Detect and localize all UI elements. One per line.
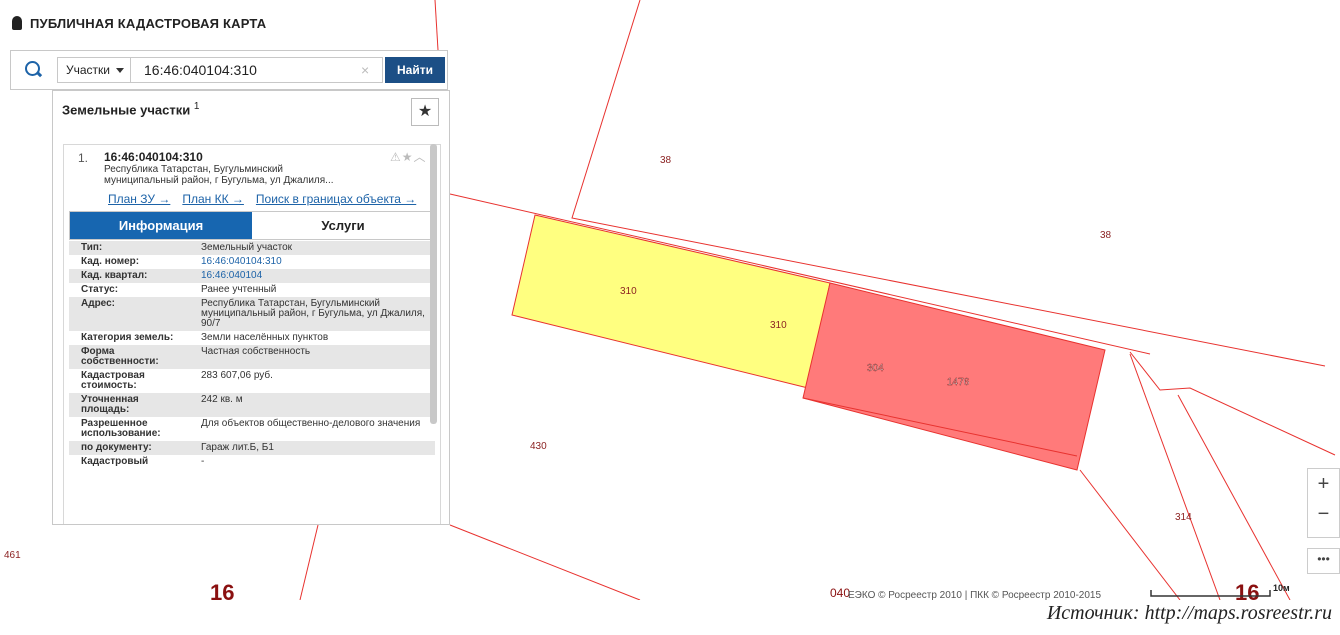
info-key: Категория земель: [81,332,174,343]
zoom-out[interactable]: − [1317,503,1330,525]
info-row: Кадастровая стоимость: 283 607,06 руб. [69,369,435,393]
search-icon[interactable] [25,61,40,76]
parcel-boundary [1079,469,1181,600]
parcel-boundary [434,0,439,51]
info-value: Земельный участок [189,241,435,255]
info-key: Адрес: [69,297,189,331]
result-link[interactable]: Поиск в границах объекта → [255,192,417,206]
info-value: Республика Татарстан, Бугульминский муни… [189,297,435,331]
info-row: Тип: Земельный участок [69,241,435,255]
result-number: 16:46:040104:310 [104,150,203,164]
result-link[interactable]: План КК → [182,192,244,206]
map-label: 461 [4,550,21,561]
map-label: 040 [830,586,850,600]
tab[interactable]: Услуги [321,218,365,233]
results-title: Земельные участки 1 [62,101,199,117]
parcel-boundary [449,193,1151,355]
map-label: 304 [867,363,884,374]
info-row: Уточненная площадь: 242 кв. м [69,393,435,417]
more-button[interactable]: ••• [1307,548,1340,574]
search-button[interactable]: Найти [385,57,445,83]
result-index: 1. [78,151,89,165]
parcel-boundary [1129,353,1221,600]
info-row: по документу: Гараж лит.Б, Б1 [69,441,435,455]
tab[interactable]: Информация [70,212,252,239]
parcel-boundary [571,0,1326,367]
result-address: Республика Татарстан, Бугульминский муни… [104,164,334,186]
map-label: 1476 [947,377,970,388]
map-label: 310 [770,320,787,331]
parcel-boundary [449,524,641,600]
map-label: 310 [620,286,637,297]
results-count: 1 [193,101,200,112]
zoom-control: + − [1307,468,1340,538]
map-label: 16 [210,580,234,600]
info-row: Категория земель: Земли населённых пункто… [69,331,435,345]
info-row: Адрес: Республика Татарстан, Бугульмински… [69,297,435,331]
info-key: Статус: [81,284,119,295]
info-row: Кад. номер: 16:46:040104:310 [69,255,435,269]
favorite-button[interactable]: ★ [411,98,439,126]
parcel-boundary [1177,394,1291,600]
info-key: Кад. квартал: [69,269,189,283]
map-label: 314 [1175,512,1192,523]
card-icons[interactable]: ⚠★︿ [390,150,427,164]
info-value: Земли населённых пунктов [201,332,329,343]
source-note: Источник: http://maps.rosreestr.ru [1046,602,1332,624]
map: 38 38 310 310 304 1476 430 314 461 16 16 040 [4,0,1336,600]
info-key: Кадастровый [81,456,149,467]
info-value: 242 кв. м [189,393,435,417]
selected-parcel[interactable] [511,214,831,389]
copyright: ЕЭКО © Росреестр 2010 | ПКК © Росреестр … [848,590,1102,601]
results-title-text: Земельные участки [62,102,191,118]
info-key: Кадастровая стоимость: [81,370,145,391]
parcel-boundary [802,397,1078,457]
scale-label: 10м [1273,583,1290,593]
scrollbar[interactable] [430,144,437,424]
info-key: Кад. номер: [81,256,140,267]
neighbor-parcel[interactable] [802,282,1106,471]
results-panel: Земельные участки 1 ★ 1. 16:46:040104:31… [52,90,450,525]
info-row: Статус: Ранее учтенный [69,283,435,297]
info-key: Тип: [69,241,189,255]
info-row: Форма собственности: Частная собственност… [69,345,435,369]
info-value: Гараж лит.Б, Б1 [189,441,435,455]
parcel-boundary [299,524,319,600]
map-label: 16 [1235,580,1259,600]
search-bar: Участки 16:46:040104:310 × Найти [10,50,448,90]
scale-bar [1150,590,1271,597]
result-card: 1. 16:46:040104:310 Республика Татарстан… [63,144,441,524]
info-key: Разрешенное использование: [81,418,161,439]
app-header: ПУБЛИЧНАЯ КАДАСТРОВАЯ КАРТА [12,16,266,31]
info-row: Разрешенное использование: Для объектов о… [69,417,435,441]
info-row: Кад. квартал: 16:46:040104 [69,269,435,283]
tabs: Информация Услуги [69,211,435,240]
info-value: 16:46:040104 [189,269,435,283]
category-select[interactable]: Участки [57,57,131,83]
map-label: 38 [1100,230,1112,241]
clear-button[interactable]: × [361,62,370,78]
info-value: 283 607,06 руб. [201,370,273,381]
result-links: План ЗУ → План КК → Поиск в границах объек… [108,192,428,206]
info-value: Частная собственность [189,345,435,369]
info-value: Для объектов общественно-делового значен… [201,418,421,429]
info-value: - [201,456,205,467]
info-key: по документу: [69,441,189,455]
map-label: 38 [660,155,672,166]
app-title: ПУБЛИЧНАЯ КАДАСТРОВАЯ КАРТА [30,16,267,31]
result-link[interactable]: План ЗУ → [108,192,171,206]
info-value: Ранее учтенный [201,284,277,295]
map-label: 430 [530,441,547,452]
search-input[interactable]: 16:46:040104:310 [131,57,383,83]
info-table: Тип: Земельный участок Кад. номер: 16:46:04… [69,241,435,469]
info-key: Уточненная площадь: [69,393,189,417]
info-row: Кадастровый - [69,455,435,469]
info-value: 16:46:040104:310 [201,256,282,267]
info-key: Форма собственности: [69,345,189,369]
zoom-in[interactable]: + [1317,473,1330,495]
parcel-boundary [1129,351,1336,456]
